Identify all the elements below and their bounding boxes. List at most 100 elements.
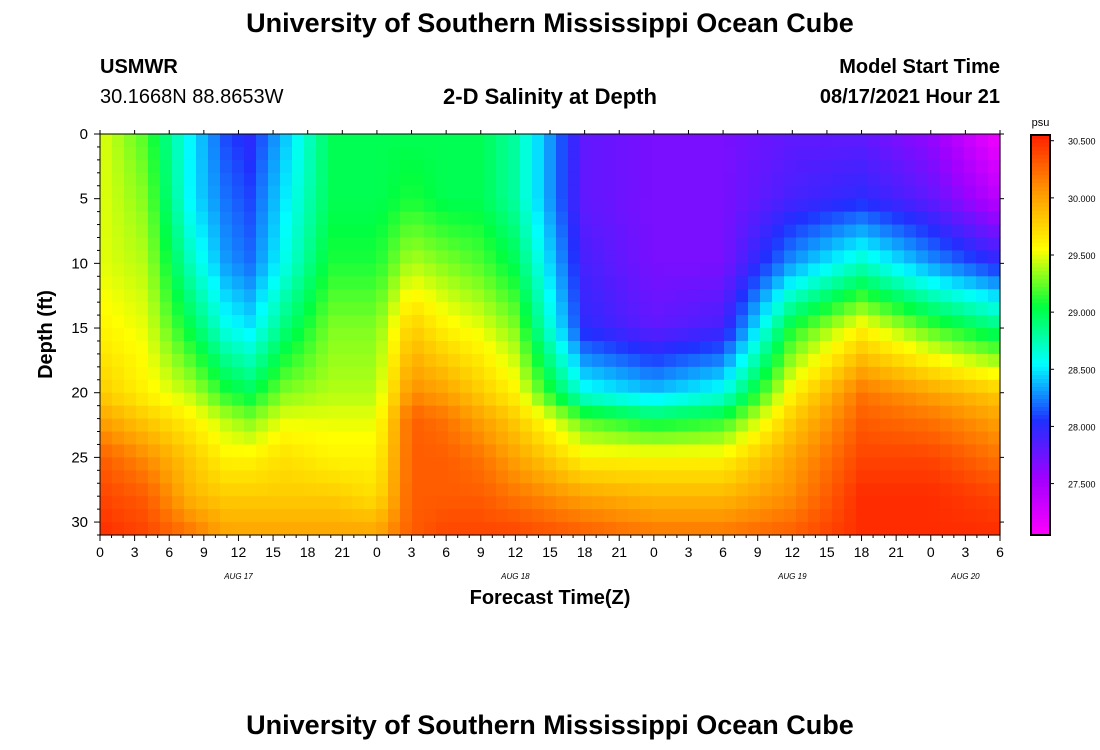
heatmap-cell bbox=[832, 185, 845, 200]
y-tick-label: 5 bbox=[80, 191, 88, 208]
heatmap-cell bbox=[400, 470, 413, 484]
heatmap-cell bbox=[172, 159, 185, 174]
heatmap-cell bbox=[556, 366, 569, 381]
heatmap-cell bbox=[484, 379, 497, 394]
x-tick-label: 0 bbox=[650, 544, 658, 560]
heatmap-cell bbox=[112, 328, 125, 342]
heatmap-cell bbox=[736, 159, 749, 174]
heatmap-cell bbox=[460, 418, 473, 433]
heatmap-cell bbox=[616, 353, 629, 368]
heatmap-cell bbox=[988, 263, 1001, 277]
heatmap-cell bbox=[364, 392, 377, 407]
heatmap-cell bbox=[712, 379, 725, 394]
heatmap-cell bbox=[460, 457, 473, 471]
heatmap-cell bbox=[904, 496, 917, 510]
heatmap-cell bbox=[856, 483, 869, 497]
heatmap-cell bbox=[928, 146, 941, 161]
heatmap-cell bbox=[604, 289, 617, 303]
heatmap-cell bbox=[916, 263, 929, 277]
heatmap-cell bbox=[976, 431, 989, 446]
heatmap-cell bbox=[100, 185, 113, 200]
heatmap-cell bbox=[208, 172, 221, 187]
heatmap-cell bbox=[988, 134, 1001, 148]
heatmap-cell bbox=[676, 483, 689, 497]
colorbar-segment bbox=[1031, 323, 1050, 328]
heatmap-cell bbox=[328, 509, 341, 523]
heatmap-cell bbox=[952, 457, 965, 471]
colorbar-segment bbox=[1031, 235, 1050, 240]
heatmap-cell bbox=[124, 366, 137, 381]
heatmap-cell bbox=[412, 172, 425, 187]
heatmap-cell bbox=[172, 418, 185, 433]
heatmap-cell bbox=[340, 172, 353, 187]
heatmap-cell bbox=[664, 159, 677, 174]
heatmap-cell bbox=[328, 470, 341, 484]
heatmap-cell bbox=[796, 444, 809, 458]
heatmap-cell bbox=[868, 289, 881, 303]
colorbar-segment bbox=[1031, 503, 1050, 508]
heatmap-cell bbox=[964, 496, 977, 510]
heatmap-cell bbox=[736, 172, 749, 187]
heatmap-cell bbox=[760, 509, 773, 523]
heatmap-cell bbox=[664, 198, 677, 213]
heatmap-cell bbox=[628, 405, 641, 420]
heatmap-cell bbox=[100, 457, 113, 471]
heatmap-cell bbox=[928, 302, 941, 316]
heatmap-cell bbox=[916, 315, 929, 329]
heatmap-cell bbox=[316, 470, 329, 484]
heatmap-cell bbox=[292, 483, 305, 497]
heatmap-cell bbox=[460, 470, 473, 484]
heatmap-cell bbox=[784, 302, 797, 316]
heatmap-cell bbox=[604, 522, 617, 536]
heatmap-cell bbox=[976, 509, 989, 523]
heatmap-cell bbox=[412, 418, 425, 433]
heatmap-cell bbox=[412, 379, 425, 394]
heatmap-cell bbox=[448, 237, 461, 252]
heatmap-cell bbox=[784, 457, 797, 471]
heatmap-cell bbox=[964, 263, 977, 277]
heatmap-cell bbox=[472, 340, 485, 355]
heatmap-cell bbox=[688, 431, 701, 446]
heatmap-cell bbox=[184, 211, 197, 226]
heatmap-cell bbox=[568, 276, 581, 290]
heatmap-cell bbox=[856, 496, 869, 510]
heatmap-cell bbox=[556, 172, 569, 187]
heatmap-cell bbox=[880, 509, 893, 523]
heatmap-cell bbox=[376, 134, 389, 148]
colorbar-segment bbox=[1031, 495, 1050, 500]
heatmap-cell bbox=[136, 159, 149, 174]
heatmap-cell bbox=[556, 224, 569, 239]
heatmap-cell bbox=[580, 418, 593, 433]
heatmap-cell bbox=[604, 457, 617, 471]
heatmap-cell bbox=[724, 522, 737, 536]
heatmap-cell bbox=[808, 496, 821, 510]
heatmap-cell bbox=[808, 302, 821, 316]
heatmap-cell bbox=[916, 392, 929, 407]
heatmap-cell bbox=[568, 509, 581, 523]
heatmap-cell bbox=[964, 237, 977, 252]
heatmap-cell bbox=[532, 328, 545, 342]
heatmap-cell bbox=[724, 496, 737, 510]
heatmap-cell bbox=[856, 405, 869, 420]
heatmap-cell bbox=[124, 289, 137, 303]
heatmap-cell bbox=[856, 470, 869, 484]
heatmap-cell bbox=[772, 159, 785, 174]
colorbar-segment bbox=[1031, 207, 1050, 212]
heatmap-cell bbox=[652, 522, 665, 536]
heatmap-cell bbox=[604, 276, 617, 290]
heatmap-cell bbox=[520, 276, 533, 290]
heatmap-cell bbox=[844, 302, 857, 316]
heatmap-cell bbox=[448, 418, 461, 433]
heatmap-cell bbox=[376, 211, 389, 226]
heatmap-cell bbox=[340, 159, 353, 174]
heatmap-cell bbox=[388, 185, 401, 200]
heatmap-cell bbox=[856, 224, 869, 239]
heatmap-cell bbox=[232, 211, 245, 226]
heatmap-cell bbox=[628, 379, 641, 394]
heatmap-cell bbox=[496, 302, 509, 316]
heatmap-cell bbox=[412, 276, 425, 290]
heatmap-cell bbox=[172, 289, 185, 303]
heatmap-cell bbox=[580, 302, 593, 316]
heatmap-cell bbox=[160, 146, 173, 161]
heatmap-cell bbox=[520, 392, 533, 407]
